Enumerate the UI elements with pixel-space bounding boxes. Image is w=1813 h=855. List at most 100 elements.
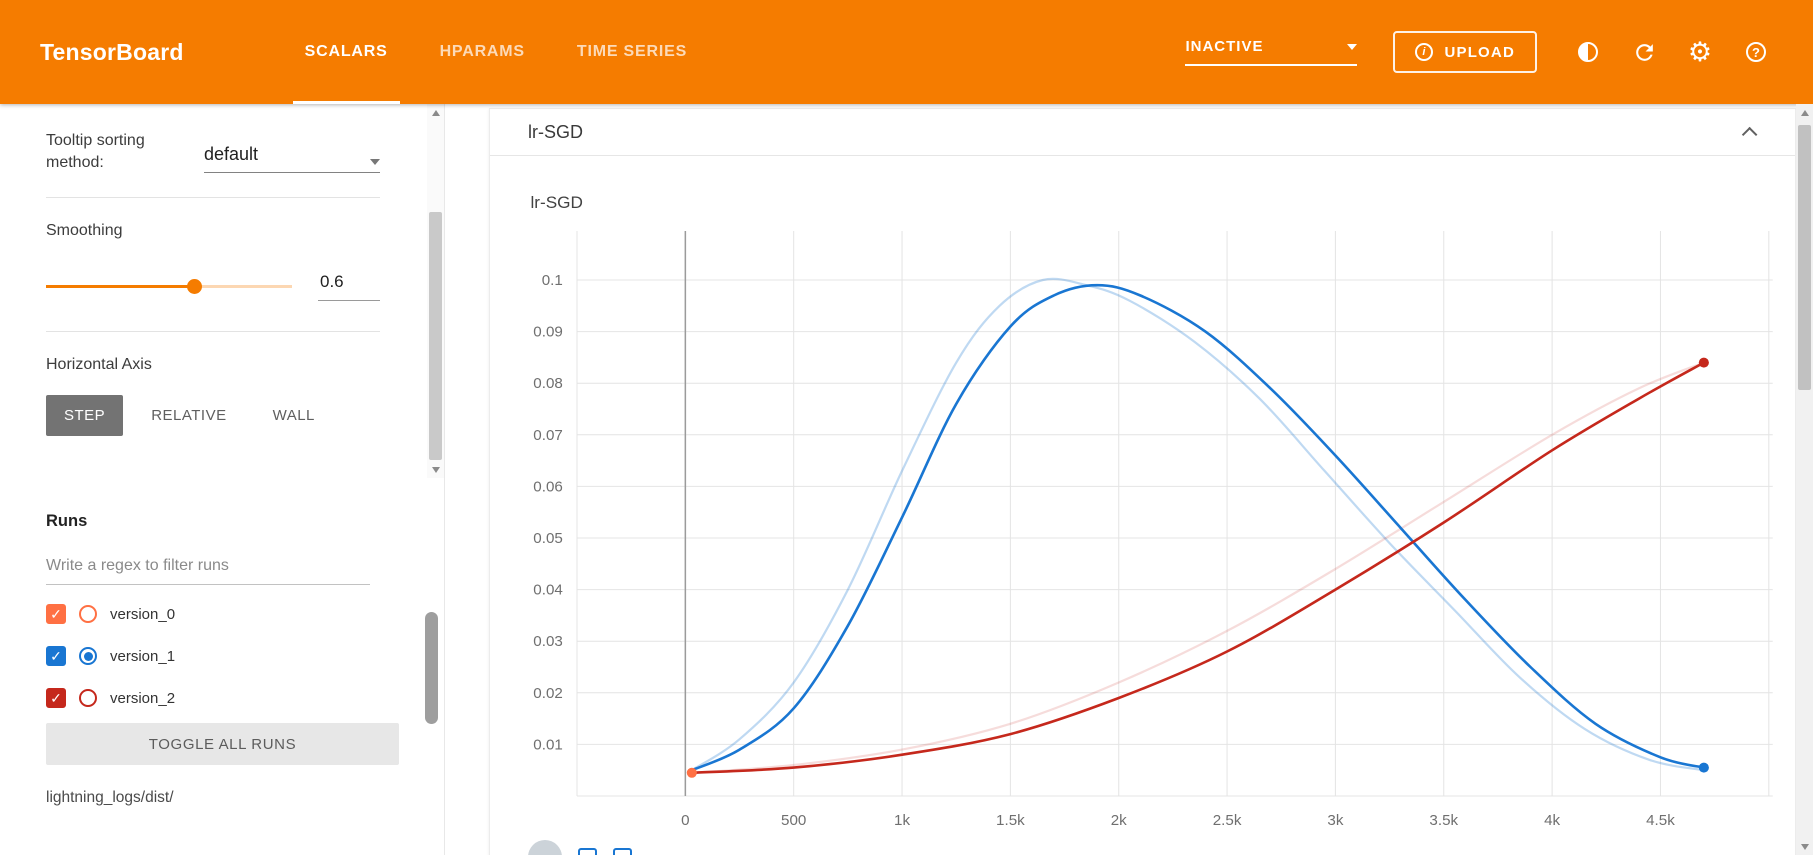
theme-toggle-icon[interactable] (1575, 39, 1601, 65)
chart-option-checkbox-2[interactable] (613, 847, 632, 855)
header-icon-group: ⚙ ? (1575, 37, 1769, 67)
scroll-up-arrow-icon[interactable] (427, 104, 444, 121)
tab-hparams[interactable]: HPARAMS (439, 43, 525, 60)
svg-text:0.06: 0.06 (533, 478, 563, 495)
svg-text:4k: 4k (1544, 812, 1560, 829)
run-radio-version_2[interactable] (79, 689, 97, 707)
run-label: version_2 (110, 689, 176, 707)
log-directory-path: lightning_logs/dist/ (46, 789, 174, 806)
svg-text:0.03: 0.03 (533, 633, 563, 650)
smoothing-value-input[interactable]: 0.6 (318, 272, 380, 301)
svg-text:3.5k: 3.5k (1429, 812, 1458, 829)
page-scrollbar[interactable] (1796, 104, 1813, 855)
chevron-down-icon (1347, 43, 1358, 50)
info-icon: i (1415, 43, 1434, 61)
page-content: Tooltip sorting method: default Smoothin… (0, 104, 1813, 855)
run-row-version_2[interactable]: ✓ version_2 (46, 677, 398, 719)
runs-pane: Runs ✓ version_0 ✓ version_1 ✓ version_2 TOGG… (0, 478, 444, 807)
upload-button-label: UPLOAD (1444, 43, 1515, 61)
collapse-section-icon[interactable] (1741, 126, 1758, 142)
chart-title: lr-SGD (530, 193, 582, 212)
svg-text:0.07: 0.07 (533, 427, 563, 444)
header-actions: INACTIVE i UPLOAD ⚙ ? (1185, 31, 1769, 73)
svg-text:3k: 3k (1327, 812, 1343, 829)
tooltip-sorting-section: Tooltip sorting method: default (46, 104, 380, 199)
app-logo[interactable]: TensorBoard (40, 38, 184, 65)
svg-text:0.04: 0.04 (533, 582, 563, 599)
svg-text:4.5k: 4.5k (1646, 812, 1675, 829)
run-label: version_0 (110, 605, 176, 623)
svg-text:0.09: 0.09 (533, 324, 563, 341)
runs-filter-input[interactable] (46, 555, 370, 585)
run-label: version_1 (110, 647, 176, 665)
tooltip-sorting-select[interactable]: default (204, 134, 380, 174)
app-header: TensorBoard SCALARS HPARAMS TIME SERIES … (0, 0, 1813, 104)
card-body: lr-SGD 0 500 1k 1.5k 2k 2.5k 3k 3.5k 4k 4.5k 0.01 0.… (490, 156, 1795, 855)
axis-relative-button[interactable]: RELATIVE (133, 395, 244, 436)
refresh-icon[interactable] (1631, 39, 1657, 65)
svg-text:0.08: 0.08 (533, 375, 563, 392)
svg-text:1.5k: 1.5k (996, 812, 1025, 829)
settings-pane: Tooltip sorting method: default Smoothin… (0, 104, 444, 478)
refresh-arrow-icon (1635, 43, 1653, 61)
svg-text:2k: 2k (1111, 812, 1127, 829)
smoothing-slider[interactable] (46, 278, 292, 295)
tooltip-sorting-label: Tooltip sorting method: (46, 132, 145, 171)
sidebar: Tooltip sorting method: default Smoothin… (0, 104, 445, 855)
horizontal-axis-section: Horizontal Axis STEP RELATIVE WALL (46, 332, 380, 437)
slider-thumb[interactable] (186, 279, 202, 295)
settings-scrollbar-thumb[interactable] (429, 212, 442, 460)
runs-list: ✓ version_0 ✓ version_1 ✓ version_2 (46, 593, 398, 719)
card-title: lr-SGD (528, 121, 583, 142)
horizontal-axis-button-group: STEP RELATIVE WALL (46, 395, 380, 437)
run-color-pin-button[interactable] (528, 840, 562, 855)
half-filled-circle-icon (1578, 42, 1598, 62)
run-row-version_0[interactable]: ✓ version_0 (46, 593, 398, 635)
runs-list-scrollbar-thumb[interactable] (425, 612, 438, 724)
tooltip-sorting-value: default (204, 144, 259, 165)
slider-fill (46, 285, 194, 289)
toggle-all-runs-button[interactable]: TOGGLE ALL RUNS (46, 723, 399, 765)
run-checkbox-version_2[interactable]: ✓ (46, 688, 66, 708)
svg-text:1k: 1k (894, 812, 910, 829)
svg-text:2.5k: 2.5k (1213, 812, 1242, 829)
svg-text:0.01: 0.01 (533, 736, 563, 753)
card-header[interactable]: lr-SGD (490, 109, 1795, 156)
scroll-down-arrow-icon[interactable] (427, 461, 444, 478)
horizontal-axis-label: Horizontal Axis (46, 355, 152, 373)
lr-sgd-line-chart[interactable]: lr-SGD 0 500 1k 1.5k 2k 2.5k 3k 3.5k 4k 4.5k 0.01 0.… (490, 156, 1795, 836)
svg-text:0.05: 0.05 (533, 530, 563, 547)
settings-icon[interactable]: ⚙ (1687, 37, 1713, 67)
chevron-down-icon (370, 159, 380, 166)
main-content: lr-SGD lr-SGD 0 500 1k 1.5k 2k 2.5k 3k 3.5k 4k 4.5… (445, 104, 1813, 855)
axis-wall-button[interactable]: WALL (255, 395, 333, 436)
card-action-row (490, 840, 1795, 855)
upload-button[interactable]: i UPLOAD (1393, 31, 1537, 73)
question-mark-icon: ? (1746, 42, 1766, 62)
runs-section-title: Runs (46, 512, 88, 530)
data-source-dropdown[interactable]: INACTIVE (1185, 38, 1358, 66)
tab-bar: SCALARS HPARAMS TIME SERIES (279, 0, 713, 104)
smoothing-section: Smoothing 0.6 (46, 198, 380, 332)
scroll-up-arrow-icon[interactable] (1796, 104, 1813, 121)
page-scrollbar-thumb[interactable] (1798, 125, 1811, 390)
chart-option-checkbox-1[interactable] (578, 847, 597, 855)
scroll-down-arrow-icon[interactable] (1796, 838, 1813, 855)
svg-text:500: 500 (781, 812, 806, 829)
svg-text:0.1: 0.1 (542, 272, 563, 289)
slider-track[interactable] (46, 285, 292, 289)
run-radio-version_1[interactable] (79, 647, 97, 665)
data-source-value: INACTIVE (1185, 38, 1264, 55)
tab-time-series[interactable]: TIME SERIES (576, 43, 688, 60)
svg-text:0: 0 (681, 812, 689, 829)
svg-text:0.02: 0.02 (533, 685, 563, 702)
run-row-version_1[interactable]: ✓ version_1 (46, 635, 398, 677)
axis-step-button[interactable]: STEP (46, 395, 124, 437)
scalar-card-lr-sgd: lr-SGD lr-SGD 0 500 1k 1.5k 2k 2.5k 3k 3.5k 4k 4.5… (489, 108, 1796, 855)
help-icon[interactable]: ? (1743, 39, 1769, 65)
run-radio-version_0[interactable] (79, 605, 97, 623)
run-checkbox-version_0[interactable]: ✓ (46, 604, 66, 624)
tab-scalars[interactable]: SCALARS (279, 0, 414, 104)
run-checkbox-version_1[interactable]: ✓ (46, 646, 66, 666)
settings-scrollbar[interactable] (427, 104, 444, 478)
